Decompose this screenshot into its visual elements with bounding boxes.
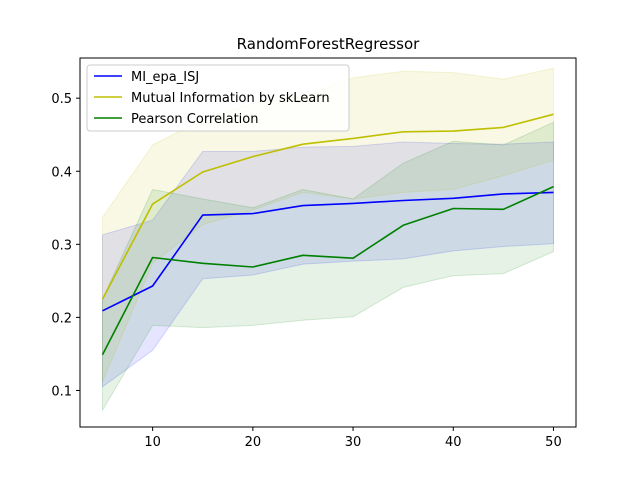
chart-title: RandomForestRegressor <box>237 35 421 53</box>
y-tick-label: 0.4 <box>51 165 72 180</box>
y-tick-label: 0.2 <box>51 311 72 326</box>
band-series-3 <box>102 121 554 413</box>
legend-label-3: Pearson Correlation <box>131 112 258 127</box>
series-lines <box>101 113 554 356</box>
legend-box <box>86 64 350 132</box>
x-tick-label: 30 <box>345 435 362 450</box>
line-series-1 <box>102 191 554 312</box>
x-tick-label: 40 <box>445 435 462 450</box>
legend: MI_epa_ISJ Mutual Information by skLearn P… <box>86 64 350 132</box>
confidence-bands <box>102 67 554 413</box>
line-series-3 <box>101 185 554 356</box>
legend-label-2: Mutual Information by skLearn <box>131 91 330 106</box>
x-axis: 10 20 30 40 50 <box>144 427 562 450</box>
legend-label-1: MI_epa_ISJ <box>131 70 199 85</box>
line-series-2 <box>101 113 554 300</box>
y-tick-label: 0.1 <box>51 384 72 399</box>
y-tick-label: 0.3 <box>51 238 72 253</box>
band-series-1 <box>102 141 554 388</box>
x-tick-label: 50 <box>545 435 562 450</box>
x-tick-label: 20 <box>245 435 262 450</box>
x-tick-label: 10 <box>144 435 161 450</box>
plot-frame <box>79 57 577 428</box>
y-tick-label: 0.5 <box>51 92 72 107</box>
y-axis: 0.1 0.2 0.3 0.4 0.5 <box>51 92 80 399</box>
